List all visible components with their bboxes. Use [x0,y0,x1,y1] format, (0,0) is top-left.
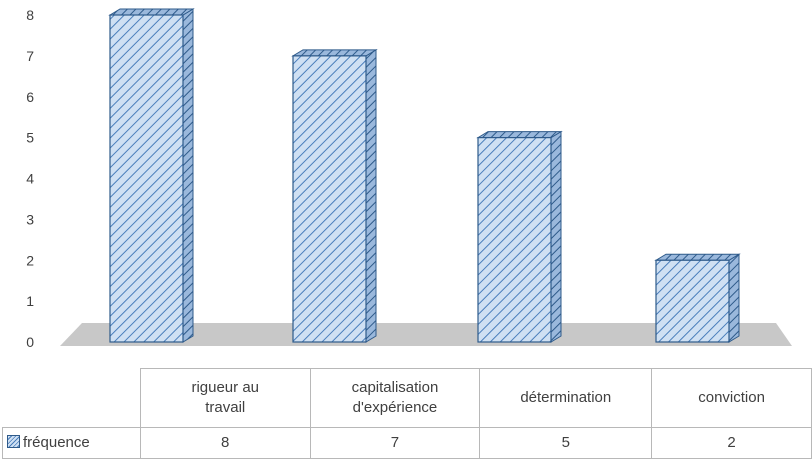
y-tick-label-3: 3 [26,211,34,227]
data-table-values-row: fréquence 8 7 5 2 [2,427,812,459]
bar-4-front [655,259,730,343]
y-tick-label-1: 1 [26,293,34,309]
bar-2-front [292,55,367,343]
bar-3-top [476,131,563,139]
bar-2 [291,48,378,343]
chart-area: 0 1 2 3 4 5 6 7 8 [26,7,792,350]
y-axis: 0 1 2 3 4 5 6 7 8 [26,7,34,350]
legend-key-hatch-icon [7,435,20,448]
value-cell-3: 5 [479,427,653,459]
bar-2-side [365,48,377,343]
category-label-4: conviction [651,368,812,428]
bar-1-top [108,8,195,16]
value-cell-1: 8 [139,427,311,459]
bars [108,8,741,343]
category-label-1: rigueur au travail [139,368,311,428]
chart-floor [60,323,792,346]
bar-4-side [728,253,740,343]
bar-2-top [291,49,378,57]
value-cell-4: 2 [651,427,812,459]
y-tick-label-0: 0 [26,334,34,350]
bar-4-top [654,253,741,261]
category-label-2: capitalisation d'expérience [309,368,481,428]
bar-3 [476,130,563,343]
y-tick-label-8: 8 [26,7,34,23]
bar-1-front [109,14,184,343]
bar-3-front [477,137,552,343]
bar-1 [108,8,195,343]
y-tick-label-5: 5 [26,130,34,146]
category-label-3: détermination [479,368,653,428]
data-table-corner [3,369,141,428]
bar-3-side [550,130,562,343]
bar-4 [654,253,741,343]
data-table: rigueur au travail capitalisation d'expéri… [2,368,812,459]
value-cell-2: 7 [309,427,481,459]
y-tick-label-6: 6 [26,89,34,105]
y-tick-label-7: 7 [26,48,34,64]
y-tick-label-4: 4 [26,171,34,187]
series-legend-cell: fréquence [2,427,141,459]
bar-1-side [182,8,194,343]
series-name: fréquence [23,434,90,451]
data-table-header-row: rigueur au travail capitalisation d'expéri… [3,368,812,428]
y-tick-label-2: 2 [26,252,34,268]
